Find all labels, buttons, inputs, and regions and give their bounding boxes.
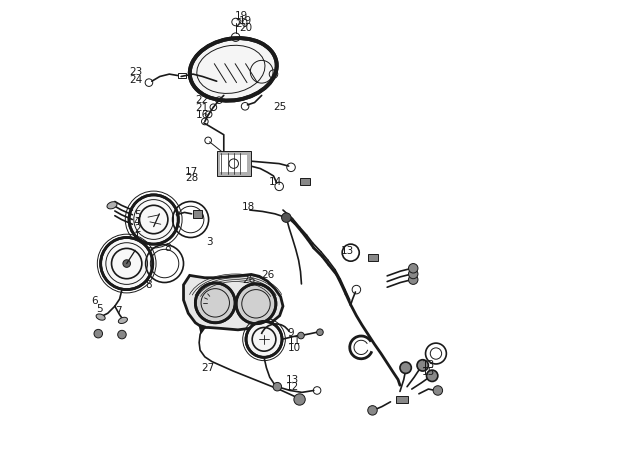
Ellipse shape (96, 314, 105, 320)
Text: 27: 27 (201, 363, 214, 373)
Text: 21: 21 (196, 103, 208, 113)
Circle shape (408, 269, 418, 279)
Ellipse shape (107, 202, 117, 209)
Circle shape (236, 284, 276, 323)
Circle shape (118, 330, 126, 339)
Text: 1: 1 (134, 232, 140, 242)
Circle shape (408, 264, 418, 273)
Circle shape (400, 362, 412, 373)
Text: 26: 26 (262, 270, 275, 280)
Bar (299, 178, 310, 185)
Bar (396, 396, 408, 403)
Circle shape (196, 283, 235, 323)
Circle shape (129, 195, 178, 244)
Text: 11: 11 (288, 336, 301, 346)
Circle shape (94, 329, 103, 338)
Bar (192, 210, 202, 218)
Text: 28: 28 (185, 173, 198, 183)
Text: 17: 17 (185, 167, 198, 177)
Text: 20: 20 (239, 23, 252, 33)
Text: 23: 23 (129, 66, 142, 77)
Text: 12: 12 (286, 382, 299, 392)
Text: 5: 5 (134, 210, 140, 220)
Text: 14: 14 (269, 177, 282, 187)
Text: 22: 22 (196, 95, 208, 105)
Circle shape (246, 321, 282, 357)
Circle shape (317, 329, 323, 335)
Text: 8: 8 (164, 243, 171, 253)
Ellipse shape (190, 38, 276, 101)
Text: 24: 24 (129, 75, 142, 85)
Circle shape (282, 213, 291, 222)
Text: 7: 7 (115, 306, 122, 316)
Text: 19: 19 (239, 16, 252, 26)
Text: 10: 10 (288, 343, 301, 353)
Bar (217, 152, 251, 176)
Circle shape (427, 370, 438, 381)
Text: 26: 26 (243, 275, 256, 285)
Polygon shape (183, 275, 283, 330)
Bar (178, 73, 187, 78)
Circle shape (101, 238, 153, 290)
Text: 8: 8 (146, 280, 152, 290)
Text: 13: 13 (341, 246, 354, 256)
Text: 16: 16 (196, 110, 208, 120)
Text: 19: 19 (235, 11, 248, 21)
Circle shape (408, 275, 418, 285)
Text: 18: 18 (242, 202, 255, 212)
Text: 3: 3 (206, 237, 212, 247)
Text: 6: 6 (91, 296, 98, 306)
Circle shape (417, 360, 428, 371)
Polygon shape (199, 324, 206, 333)
Text: 4: 4 (134, 218, 140, 228)
Circle shape (123, 260, 131, 267)
Circle shape (433, 386, 443, 395)
Text: 9: 9 (288, 328, 294, 338)
Circle shape (273, 382, 282, 391)
Text: 15: 15 (422, 367, 435, 377)
Circle shape (297, 332, 304, 339)
Circle shape (368, 406, 377, 415)
Bar (220, 155, 247, 172)
Text: 13: 13 (422, 361, 435, 370)
Bar (368, 254, 378, 261)
Circle shape (294, 394, 305, 405)
Text: 5: 5 (96, 304, 103, 314)
Text: 13: 13 (286, 375, 299, 385)
Text: 25: 25 (273, 102, 287, 112)
Ellipse shape (118, 317, 127, 323)
Text: 2: 2 (134, 225, 140, 235)
Text: 20: 20 (235, 19, 248, 29)
